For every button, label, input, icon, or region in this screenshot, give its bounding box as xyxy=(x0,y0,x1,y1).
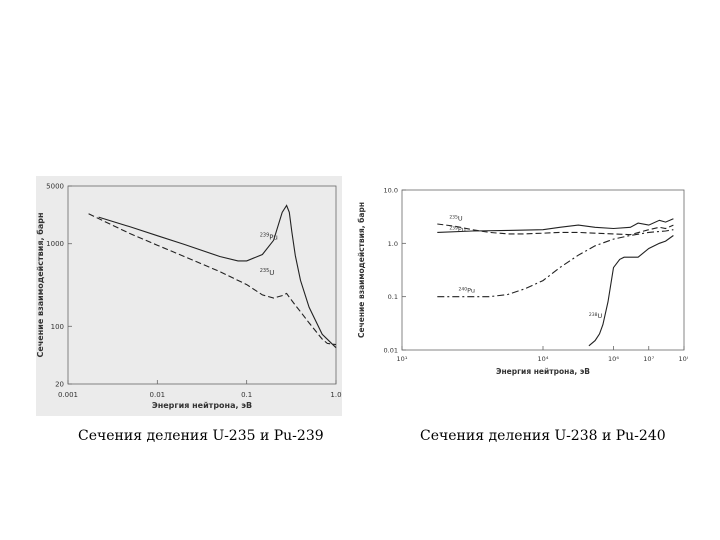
left-series-235u xyxy=(88,213,337,346)
left-series-label-235u: 235U xyxy=(260,268,275,277)
right-series-label-240pu: 240Pu xyxy=(458,286,475,295)
right-x-tick-label: 10⁷ xyxy=(643,355,654,363)
left-series-label-239pu: 239Pu xyxy=(260,233,278,242)
right-y-tick-label: 0.1 xyxy=(388,293,398,301)
right-series-label-238u: 238U xyxy=(589,311,603,320)
left-x-tick-label: 0.001 xyxy=(58,391,78,399)
right-series-240pu xyxy=(437,229,674,298)
chart-panel-u235-pu239: 0.001 0.01 0.1 1.0 20 100 1000 5000 Энергия нейт… xyxy=(35,176,342,416)
left-x-tick-label: 0.1 xyxy=(241,391,252,399)
left-x-tick-label: 0.01 xyxy=(150,391,166,399)
right-plot-frame xyxy=(401,189,685,351)
right-x-tick-label: 10¹ xyxy=(397,355,408,363)
right-series-label-239pu: 239Pu xyxy=(449,225,466,234)
left-x-axis-label: Энергия нейтрона, эВ xyxy=(152,401,252,410)
right-series-label-235u: 235U xyxy=(449,214,463,223)
right-y-tick-label: 1.0 xyxy=(388,240,398,248)
right-y-axis-label: Сечение взаимодействия, барн xyxy=(357,202,366,338)
left-x-tick-label: 1.0 xyxy=(330,391,341,399)
left-y-axis-label: Сечение взаимодействия, барн xyxy=(36,212,45,357)
left-y-tick-label: 5000 xyxy=(46,183,64,191)
right-x-tick-label: 10⁴ xyxy=(538,355,549,363)
right-series-238u xyxy=(588,235,674,347)
caption-left: Сечения деления U-235 и Pu-239 xyxy=(78,428,324,444)
chart-u238-pu240: 10¹ 10⁴ 10⁶ 10⁷ 10⁸ 0.01 0.1 1.0 10.0 Энергия ней… xyxy=(357,187,690,377)
caption-right: Сечения деления U-238 и Pu-240 xyxy=(420,428,666,444)
left-plot-frame xyxy=(67,185,337,385)
left-series-239pu xyxy=(98,204,337,349)
right-y-tick-label: 0.01 xyxy=(384,347,398,355)
right-series-239pu xyxy=(437,218,674,233)
right-x-axis-label: Энергия нейтрона, эВ xyxy=(496,367,590,376)
left-y-tick-label: 100 xyxy=(51,323,64,331)
chart-u235-pu239: 0.001 0.01 0.1 1.0 20 100 1000 5000 Энергия нейт… xyxy=(35,183,342,411)
left-y-tick-label: 20 xyxy=(55,381,64,389)
right-x-tick-label: 10⁸ xyxy=(679,355,688,363)
right-x-tick-label: 10⁶ xyxy=(608,355,619,363)
chart-panel-u238-pu240: 10¹ 10⁴ 10⁶ 10⁷ 10⁸ 0.01 0.1 1.0 10.0 Энергия ней… xyxy=(354,176,690,382)
right-series-235u xyxy=(437,223,674,236)
left-y-tick-label: 1000 xyxy=(46,240,64,248)
right-y-tick-label: 10.0 xyxy=(384,187,398,195)
